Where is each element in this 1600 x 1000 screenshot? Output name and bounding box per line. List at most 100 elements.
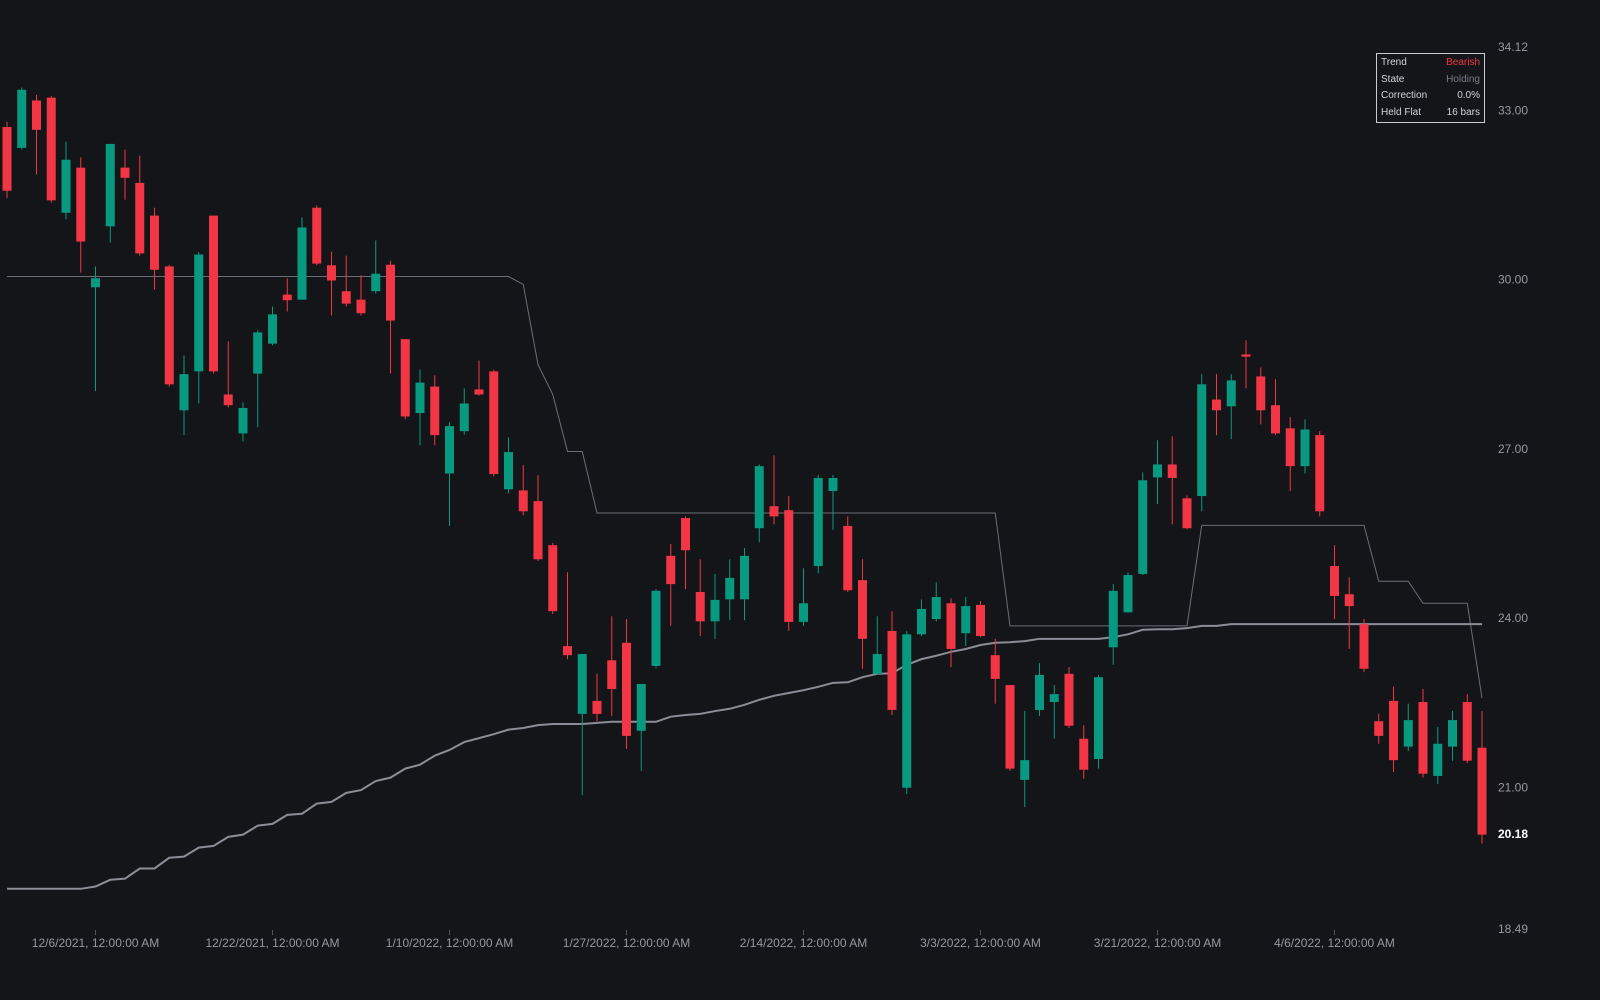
status-value: 16 bars (1446, 106, 1480, 118)
candle-body (666, 555, 676, 585)
candle-body (1123, 575, 1133, 613)
candle-body (1035, 674, 1044, 710)
candle-body (120, 167, 130, 178)
candle-body (622, 642, 631, 736)
candle-body (415, 382, 425, 414)
candle-body (1182, 498, 1192, 529)
status-value: Bearish (1446, 57, 1480, 68)
candle-body (2, 127, 12, 191)
candle-body (1212, 399, 1221, 411)
candle-body (1418, 702, 1428, 774)
candle-body (371, 273, 381, 292)
x-tick-label: 12/22/2021, 12:00:00 AM (205, 936, 339, 950)
candle-body (150, 215, 159, 270)
candle-body (636, 683, 646, 731)
candle-body (209, 215, 218, 372)
candle-body (872, 654, 882, 674)
candle-body (312, 207, 322, 264)
candle-body (386, 264, 395, 321)
status-value: Holding (1446, 73, 1480, 85)
x-tick-label: 1/27/2022, 12:00:00 AM (563, 936, 690, 950)
candle-body (710, 599, 720, 622)
candle-body (105, 143, 115, 227)
indicator-line (7, 276, 1483, 699)
candle-body (813, 477, 823, 567)
candle-body (400, 339, 410, 417)
candle-body (1094, 677, 1103, 760)
candle-body (931, 597, 941, 620)
candle-body (563, 646, 572, 656)
candle-body (1138, 480, 1148, 574)
candle-body (1256, 376, 1266, 411)
candle-body (76, 167, 86, 242)
candle-body (1448, 720, 1457, 747)
status-row: Held Flat 16 bars (1377, 105, 1484, 122)
candle-body (1197, 384, 1207, 497)
candle-body (548, 545, 558, 612)
candle-body (356, 299, 366, 314)
candle-body (164, 266, 174, 385)
candle-body (1020, 760, 1030, 780)
candle-body (253, 332, 263, 374)
candle-body (1064, 673, 1074, 726)
candle-body (1300, 429, 1310, 467)
candle-body (1389, 700, 1398, 761)
candle-body (1315, 435, 1325, 512)
candle-body (17, 89, 27, 148)
candle-body (651, 590, 661, 666)
x-tick-label: 3/3/2022, 12:00:00 AM (920, 936, 1041, 950)
y-tick-label: 33.00 (1498, 103, 1528, 117)
status-label: Held Flat (1381, 106, 1422, 118)
candle-body (1433, 743, 1443, 776)
candle-body (769, 506, 779, 517)
candle-body (607, 660, 617, 690)
candle-body (32, 100, 41, 130)
candle-body (223, 394, 233, 406)
status-row: State Holding (1377, 72, 1484, 89)
candle-body (341, 291, 351, 304)
candle-body (754, 466, 764, 529)
candle-body (1049, 694, 1059, 703)
status-table: Trend Bearish State Holding Correction 0.0% He… (1376, 53, 1485, 123)
candle-body (459, 403, 469, 432)
candle-body (740, 555, 749, 600)
candle-body (533, 501, 543, 560)
candle-body (1344, 594, 1354, 607)
candle-body (135, 182, 145, 254)
candle-body (1285, 428, 1295, 467)
candle-body (784, 510, 794, 622)
last-price-label: 20.18 (1498, 827, 1528, 841)
candle-body (695, 591, 705, 622)
y-tick-label: 27.00 (1498, 442, 1528, 456)
y-tick-label: 34.12 (1498, 40, 1528, 54)
candle-body (297, 227, 307, 300)
candle-body (961, 606, 971, 634)
candle-body (489, 371, 499, 475)
status-label: Correction (1381, 90, 1428, 101)
candle-body (46, 97, 56, 201)
candle-body (1108, 590, 1118, 648)
x-tick-label: 2/14/2022, 12:00:00 AM (740, 936, 867, 950)
x-tick-label: 1/10/2022, 12:00:00 AM (386, 936, 513, 950)
candle-body (577, 654, 587, 714)
x-tick-label: 4/6/2022, 12:00:00 AM (1274, 936, 1395, 950)
candle-body (799, 603, 808, 622)
candle-body (1403, 720, 1413, 747)
candle-body (1153, 464, 1162, 478)
y-tick-label: 21.00 (1498, 781, 1528, 795)
candle-body (1167, 464, 1177, 478)
candle-body (282, 294, 292, 301)
candle-body (1271, 405, 1280, 434)
candle-body (681, 518, 690, 551)
candle-body (902, 634, 912, 788)
candle-body (887, 630, 897, 710)
candle-body (1462, 702, 1472, 761)
candle-body (592, 700, 602, 714)
candle-body (91, 278, 100, 288)
candle-body (1477, 747, 1487, 835)
candle-body (1374, 721, 1384, 736)
candle-body (976, 604, 985, 636)
status-label: Trend (1381, 57, 1407, 68)
candle-body (843, 525, 853, 591)
candle-body (1226, 380, 1236, 407)
